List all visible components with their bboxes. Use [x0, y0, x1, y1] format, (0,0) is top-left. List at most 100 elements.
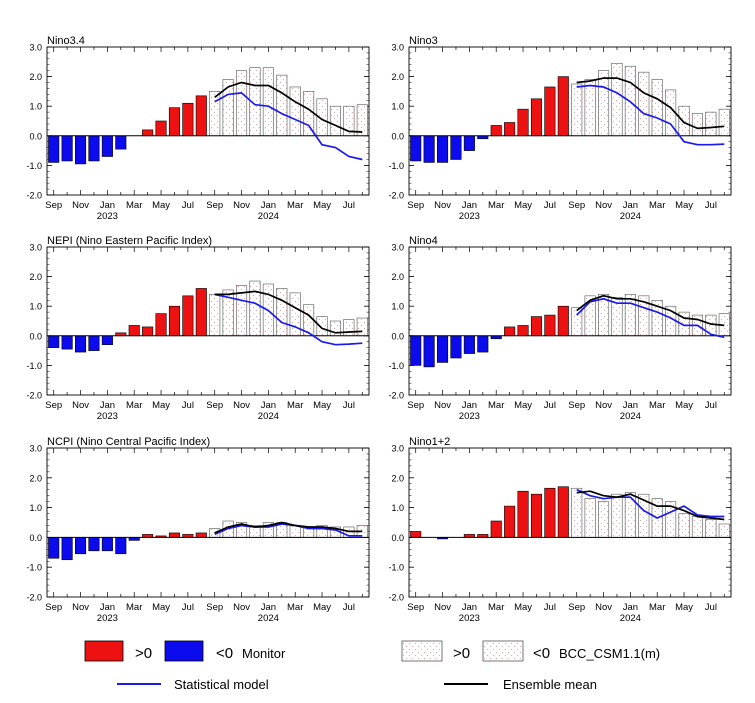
x-tick-label: May: [313, 400, 331, 411]
forecast-bar: [289, 86, 301, 137]
x-tick-label: Jan: [261, 200, 276, 211]
x-tick-label: Sep: [407, 602, 424, 613]
forecast-bar: [571, 487, 583, 538]
year-label: 2024: [258, 613, 279, 624]
x-tick-label: Nov: [595, 400, 612, 411]
ensemble-line: [214, 521, 363, 534]
forecast-bar: [316, 316, 328, 337]
y-tick-label: 2.0: [391, 72, 404, 82]
x-tick-label: Jul: [343, 400, 355, 411]
monitor-bar: [530, 493, 542, 538]
x-tick-label: Sep: [45, 200, 62, 211]
y-tick-label: -2.0: [26, 191, 42, 201]
monitor-bar: [530, 316, 542, 337]
y-tick-label: 1.0: [29, 503, 42, 513]
legend-monitor-pos-label: >0: [135, 645, 152, 662]
forecast-bar: [624, 492, 636, 538]
year-label: 2024: [620, 411, 641, 422]
x-tick-label: Sep: [568, 200, 585, 211]
forecast-bar: [678, 513, 690, 538]
monitor-bar: [450, 335, 462, 359]
forecast-bar: [209, 294, 221, 337]
monitor-bar: [517, 325, 529, 337]
plot-frame: [408, 46, 732, 196]
ensemble-line: [214, 290, 363, 334]
monitor-bar: [423, 335, 435, 368]
forecast-bar: [598, 501, 610, 538]
x-tick-label: May: [675, 200, 693, 211]
legend-monitor-neg-swatch: [164, 640, 204, 662]
y-tick-label: 2.0: [391, 473, 404, 483]
x-tick-label: Nov: [595, 200, 612, 211]
monitor-bar: [195, 95, 207, 137]
x-tick-label: Jan: [261, 602, 276, 613]
monitor-bar: [195, 288, 207, 337]
monitor-bar: [544, 314, 556, 337]
forecast-bar: [651, 79, 663, 137]
forecast-bar: [209, 91, 221, 137]
monitor-bar: [490, 520, 502, 538]
y-tick-label: 1.0: [29, 102, 42, 112]
x-tick-label: Jan: [462, 602, 477, 613]
forecast-bar: [691, 516, 703, 538]
y-tick-label: 1.0: [29, 302, 42, 312]
y-tick-label: 2.0: [29, 473, 42, 483]
monitor-bar: [557, 76, 569, 137]
x-tick-label: Jul: [182, 400, 194, 411]
monitor-bar: [115, 135, 127, 150]
panel-title: Nino3.4: [47, 35, 85, 47]
statistical-line: [576, 297, 725, 339]
monitor-bar: [142, 129, 154, 137]
x-tick-label: May: [313, 200, 331, 211]
x-tick-label: Mar: [649, 602, 665, 613]
statistical-line: [576, 488, 725, 519]
monitor-bar: [410, 531, 422, 538]
year-label: 2023: [97, 211, 118, 222]
legend-model-neg-label: <0: [533, 645, 550, 662]
x-tick-label: May: [514, 400, 532, 411]
x-tick-label: Jan: [100, 602, 115, 613]
legend-stat-label: Statistical model: [174, 677, 269, 692]
monitor-bar: [48, 537, 60, 559]
x-tick-label: Jul: [343, 200, 355, 211]
monitor-bar: [544, 86, 556, 137]
x-tick-label: Jan: [623, 602, 638, 613]
y-tick-label: -1.0: [26, 563, 42, 573]
x-tick-label: Jan: [462, 200, 477, 211]
legend-model-pos-label: >0: [453, 645, 470, 662]
forecast-bar: [329, 105, 341, 137]
monitor-bar: [168, 107, 180, 137]
year-label: 2023: [459, 613, 480, 624]
x-tick-label: Sep: [206, 200, 223, 211]
panel-5: NCPI (Nino Central Pacific Index) 3.0 2.0 1…: [26, 436, 370, 624]
forecast-bar: [343, 319, 355, 337]
y-tick-label: -2.0: [26, 391, 42, 401]
x-tick-label: Mar: [287, 602, 303, 613]
year-label: 2024: [620, 211, 641, 222]
monitor-bar: [101, 135, 113, 157]
x-tick-label: Mar: [126, 400, 142, 411]
forecast-bar: [598, 70, 610, 137]
x-tick-label: Mar: [126, 200, 142, 211]
x-tick-label: Mar: [287, 200, 303, 211]
year-label: 2024: [258, 411, 279, 422]
monitor-bar: [410, 335, 422, 366]
y-tick-label: -1.0: [26, 161, 42, 171]
x-tick-label: May: [152, 200, 170, 211]
x-tick-label: Jul: [705, 602, 717, 613]
y-tick-label: 0.0: [29, 533, 42, 543]
y-tick-label: 3.0: [29, 43, 42, 53]
x-tick-label: Sep: [45, 602, 62, 613]
forecast-bar: [289, 525, 301, 538]
x-tick-label: Nov: [434, 400, 451, 411]
x-tick-label: Nov: [72, 200, 89, 211]
plot-frame: [46, 46, 370, 196]
panel-title: NEPI (Nino Eastern Pacific Index): [47, 235, 212, 247]
legend-monitor-pos-swatch: [84, 640, 124, 662]
year-label: 2023: [97, 411, 118, 422]
monitor-bar: [128, 325, 140, 337]
ensemble-line: [576, 490, 725, 521]
forecast-bar: [611, 62, 623, 137]
